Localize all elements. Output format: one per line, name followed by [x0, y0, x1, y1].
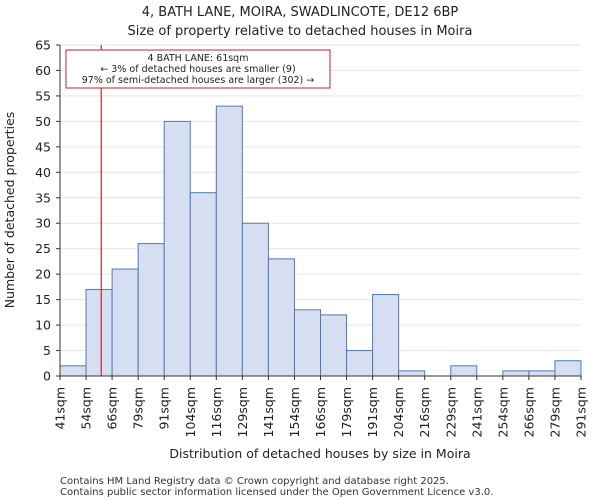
x-tick-label: 141sqm — [261, 387, 276, 437]
x-tick-label: 41sqm — [53, 387, 68, 430]
x-tick-label: 66sqm — [105, 387, 120, 430]
y-tick-label: 60 — [35, 63, 51, 78]
y-tick-label: 0 — [43, 369, 51, 384]
y-axis-label: Number of detached properties — [2, 112, 17, 309]
x-tick-label: 154sqm — [287, 387, 302, 437]
annotation-box: 4 BATH LANE: 61sqm ← 3% of detached hous… — [65, 49, 331, 89]
bar — [450, 365, 478, 377]
y-tick-label: 35 — [35, 190, 51, 205]
x-axis-ticks: 41sqm 54sqm 66sqm 79sqm 91sqm 104sqm 116sqm 129… — [53, 376, 589, 437]
x-tick-label: 241sqm — [469, 387, 484, 437]
annotation-line-1: 4 BATH LANE: 61sqm — [148, 53, 249, 64]
bar — [398, 370, 426, 377]
bar — [59, 365, 87, 377]
y-tick-label: 50 — [35, 114, 51, 129]
y-tick-label: 40 — [35, 165, 51, 180]
bar — [528, 370, 556, 377]
y-tick-label: 55 — [35, 88, 51, 103]
annotation-frame — [65, 49, 331, 89]
x-tick-label: 79sqm — [131, 387, 146, 430]
x-axis-label: Distribution of detached houses by size … — [169, 446, 470, 461]
bar — [111, 268, 139, 377]
x-tick-label: 266sqm — [521, 387, 536, 437]
x-tick-label: 116sqm — [209, 387, 224, 437]
x-tick-label: 91sqm — [157, 387, 172, 430]
bar — [189, 192, 217, 377]
chart-title: 4, BATH LANE, MOIRA, SWADLINCOTE, DE12 6… — [142, 5, 459, 20]
bars — [59, 105, 582, 377]
bar — [215, 105, 243, 377]
x-tick-label: 129sqm — [235, 387, 250, 437]
x-tick-label: 166sqm — [313, 387, 328, 437]
x-tick-label: 54sqm — [79, 387, 94, 430]
y-tick-label: 25 — [35, 241, 51, 256]
footer-line-1: Contains HM Land Registry data © Crown c… — [60, 476, 449, 487]
x-tick-label: 204sqm — [391, 387, 406, 437]
y-tick-label: 20 — [35, 267, 51, 282]
x-tick-label: 216sqm — [417, 387, 432, 437]
y-tick-label: 15 — [35, 292, 51, 307]
y-tick-label: 10 — [35, 318, 51, 333]
y-tick-label: 30 — [35, 216, 51, 231]
bar — [241, 222, 269, 377]
x-tick-label: 191sqm — [365, 387, 380, 437]
x-tick-label: 179sqm — [339, 387, 354, 437]
bar — [346, 350, 374, 377]
x-tick-label: 279sqm — [547, 387, 562, 437]
bar — [502, 370, 530, 377]
bar — [293, 309, 322, 377]
x-tick-label: 104sqm — [183, 387, 198, 437]
footer-line-2: Contains public sector information licen… — [60, 487, 493, 498]
y-tick-label: 65 — [35, 38, 51, 53]
bar — [554, 360, 582, 377]
x-tick-label: 254sqm — [495, 387, 510, 437]
chart-subtitle: Size of property relative to detached ho… — [128, 24, 473, 39]
x-tick-label: 291sqm — [574, 387, 589, 437]
annotation-line-2: ← 3% of detached houses are smaller (9) — [100, 64, 295, 75]
annotation-line-3: 97% of semi-detached houses are larger (… — [82, 75, 315, 86]
y-tick-label: 5 — [43, 343, 51, 358]
bar — [137, 243, 165, 377]
bar — [163, 120, 191, 377]
y-tick-label: 45 — [35, 139, 51, 154]
bar — [372, 294, 400, 377]
x-tick-label: 229sqm — [443, 387, 458, 437]
bar — [85, 288, 113, 377]
bar — [267, 258, 295, 377]
bar — [320, 314, 348, 377]
